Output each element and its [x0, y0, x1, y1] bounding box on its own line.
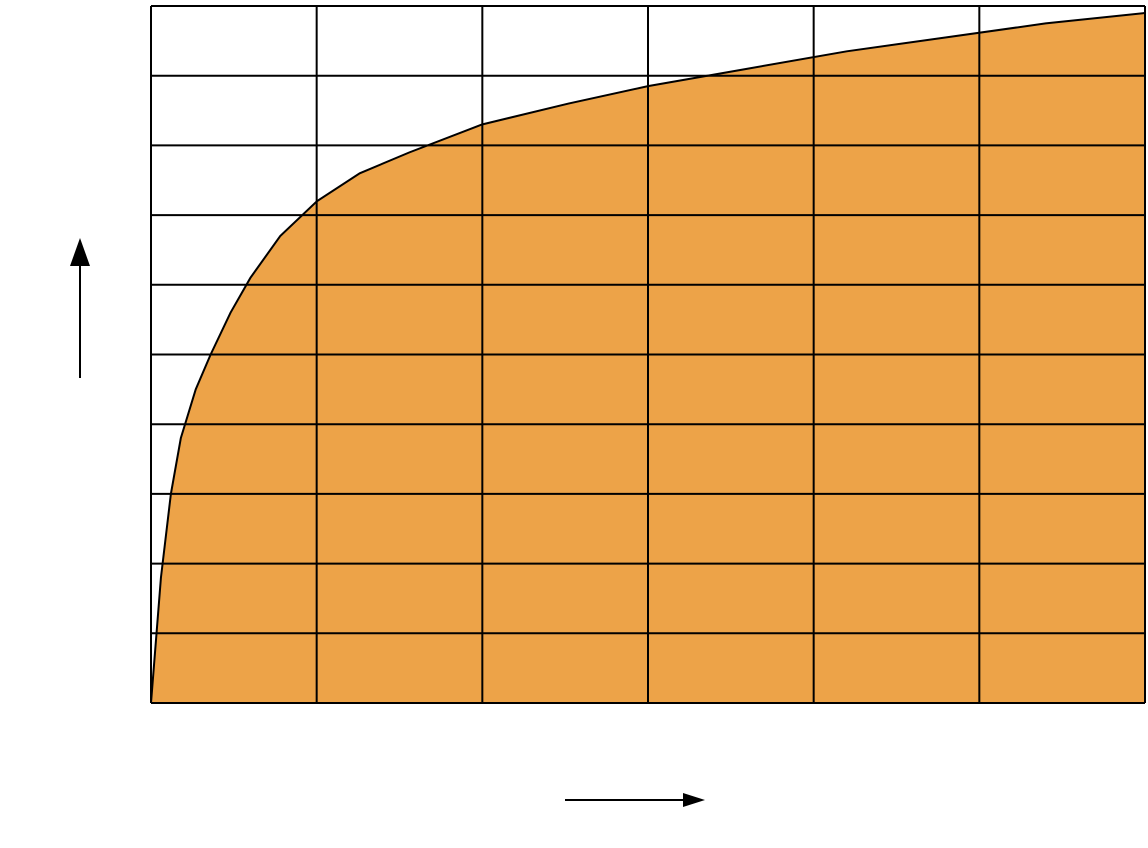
- area-chart: [0, 0, 1148, 848]
- chart-container: [0, 0, 1148, 848]
